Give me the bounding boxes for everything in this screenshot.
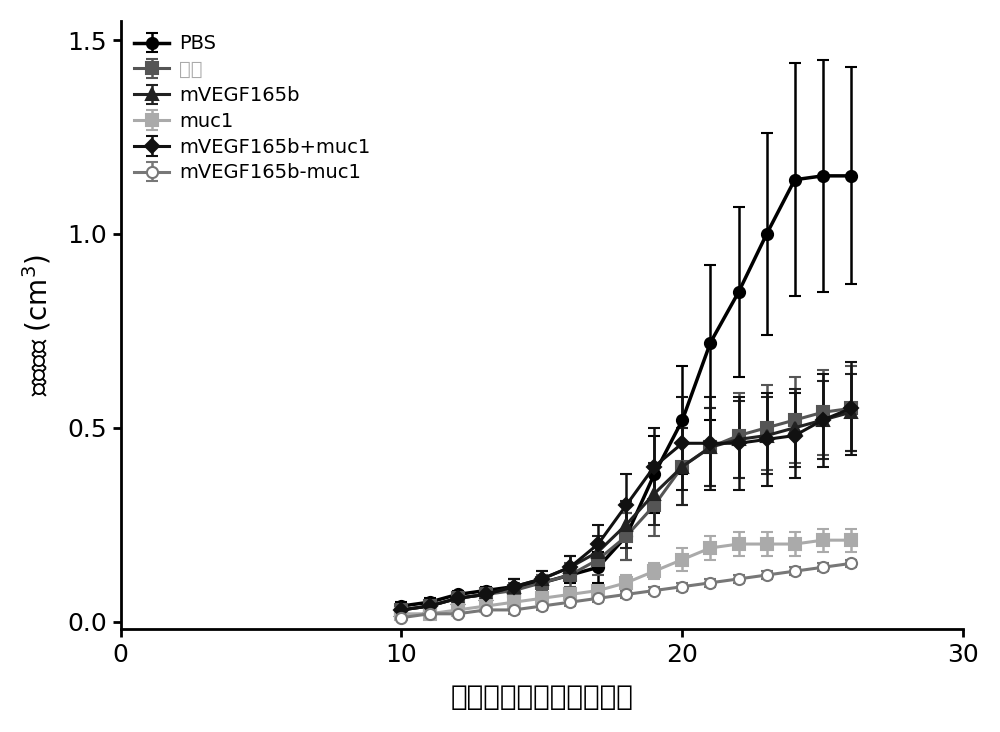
- Legend: PBS, 佐剂, mVEGF165b, muc1, mVEGF165b+muc1, mVEGF165b-muc1: PBS, 佐剂, mVEGF165b, muc1, mVEGF165b+muc1…: [130, 31, 374, 187]
- Y-axis label: 肿瘤体积 (cm$^3$): 肿瘤体积 (cm$^3$): [21, 254, 54, 396]
- X-axis label: 肿瘤细胞接种天数（天）: 肿瘤细胞接种天数（天）: [450, 683, 633, 712]
